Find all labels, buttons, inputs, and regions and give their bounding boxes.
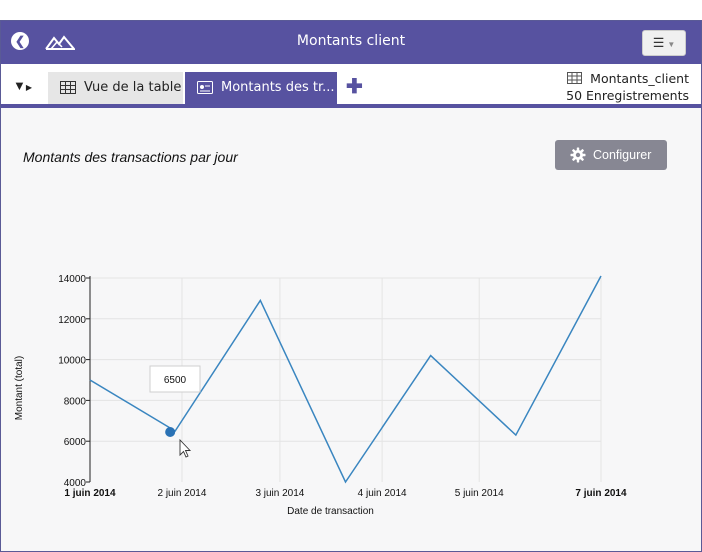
y-tick-label: 12000	[58, 315, 86, 326]
datasource-info: Montants_client 50 Enregistrements	[566, 70, 689, 104]
menu-button[interactable]: ☰ ▼	[642, 30, 686, 56]
line-chart: 4000 6000 8000 10000 12000 14000 1 juin 2014 2 …	[14, 274, 627, 517]
tooltip-box	[149, 365, 201, 393]
filter-icon: ▼	[13, 78, 26, 93]
table-icon	[567, 72, 583, 84]
y-tick-label: 10000	[58, 356, 86, 367]
table-icon	[60, 81, 76, 94]
back-icon[interactable]: ❮	[11, 32, 29, 50]
x-tick-label: 3 juin 2014	[255, 488, 304, 499]
series-line	[89, 275, 602, 484]
configure-label: Configurer	[593, 148, 652, 162]
panel-title: Montants des transactions par jour	[23, 149, 238, 165]
tab-table-view[interactable]: Vue de la table	[48, 72, 183, 104]
hovered-point	[165, 427, 176, 437]
y-axis-label: Montant (total)	[14, 356, 25, 420]
chevron-down-icon: ▼	[667, 40, 676, 49]
tab-label: Vue de la table	[84, 80, 182, 95]
title-bar: ❮ Montants client ☰ ▼	[1, 21, 701, 64]
y-tick-label: 6000	[64, 437, 87, 448]
tooltip-value: 6500	[164, 375, 187, 386]
filter-button[interactable]: ▼▶	[13, 78, 32, 93]
y-tick-label: 14000	[58, 274, 86, 285]
gear-icon	[570, 147, 586, 163]
datasource-name: Montants_client	[590, 71, 689, 86]
hamburger-icon: ☰	[652, 35, 665, 50]
x-tick-label: 5 juin 2014	[455, 488, 504, 499]
record-count: 50 Enregistrements	[566, 88, 689, 103]
mountain-logo	[45, 35, 75, 50]
plus-icon[interactable]: ✚	[346, 76, 363, 98]
chart-panel: Montants des transactions par jour Confi…	[1, 112, 701, 551]
x-tick-label: 2 juin 2014	[158, 488, 207, 499]
window-title: Montants client	[296, 33, 406, 49]
chart-tab-icon	[197, 81, 213, 94]
x-tick-label: 1 juin 2014	[64, 488, 116, 499]
configure-button[interactable]: Configurer	[555, 140, 667, 170]
x-tick-label: 4 juin 2014	[358, 488, 407, 499]
app-window: ❮ Montants client ☰ ▼ ▼▶ Vue de la table	[0, 20, 702, 552]
mouse-cursor-icon	[179, 438, 192, 458]
y-tick-label: 4000	[64, 478, 87, 489]
tab-label: Montants des tr...	[221, 80, 335, 95]
tab-bar: ▼▶ Vue de la table Montants des tr... ✚	[1, 64, 701, 108]
tab-amounts-chart[interactable]: Montants des tr...	[185, 72, 337, 104]
x-axis-label: Date de transaction	[287, 506, 374, 517]
x-tick-label: 7 juin 2014	[575, 488, 627, 499]
y-tick-label: 8000	[64, 396, 87, 407]
chevron-right-icon: ▶	[25, 83, 33, 92]
